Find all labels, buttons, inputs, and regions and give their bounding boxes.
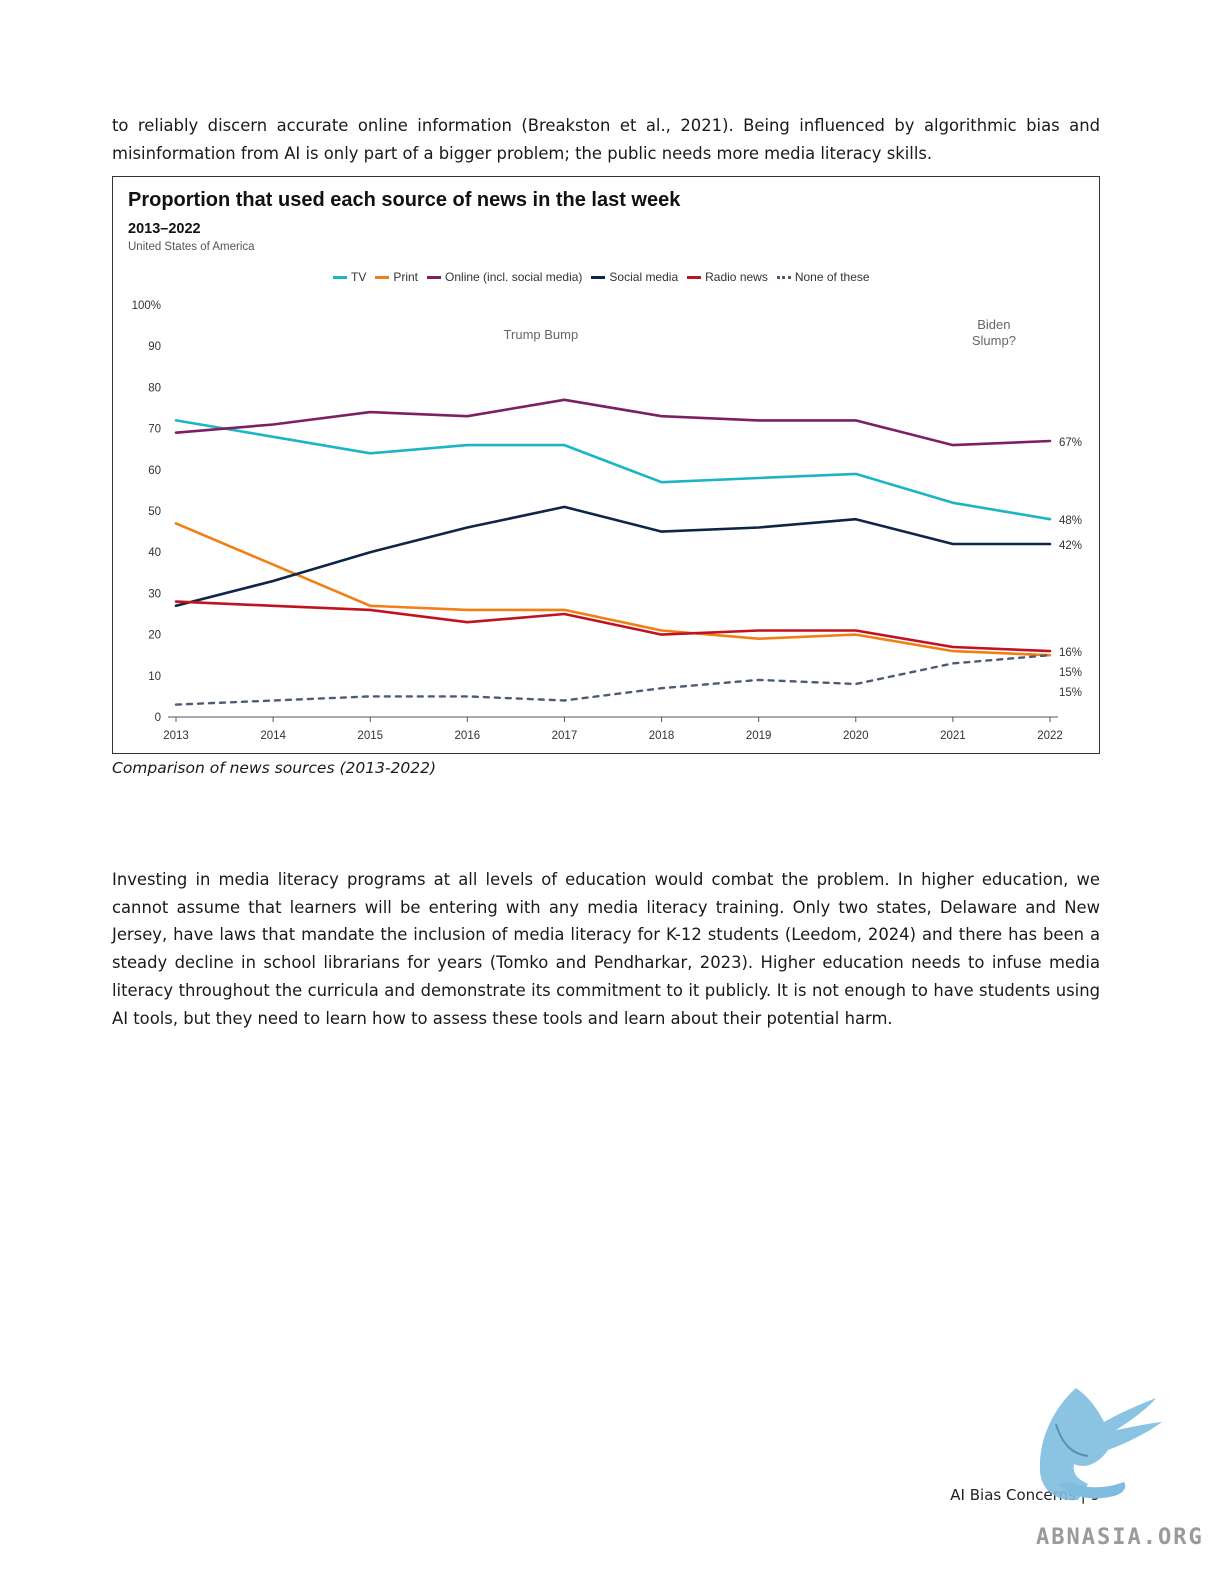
body-paragraph-bottom: Investing in media literacy programs at … [112, 870, 1100, 1028]
y-tick-label: 50 [148, 506, 161, 518]
series-end-label: 67% [1059, 437, 1082, 449]
annotation-biden-slump-line1: Biden [977, 317, 1010, 332]
y-tick-label: 20 [148, 630, 161, 642]
series-line-none-of-these [174, 654, 1052, 706]
legend-swatch [591, 275, 606, 279]
chart-legend: TV Print Online (incl. social media) Social… [333, 270, 870, 284]
griffin-logo-icon [1039, 1388, 1162, 1501]
chart-figure: Proportion that used each source of news… [112, 176, 1100, 754]
series-line-print [174, 522, 1052, 657]
series-end-label: 16% [1059, 647, 1082, 659]
figure-caption: Comparison of news sources (2013-2022) [112, 759, 437, 777]
legend-label: Social media [609, 270, 679, 284]
legend-label: Radio news [705, 270, 768, 284]
series-line-social-media [174, 505, 1052, 608]
series-end-label: 42% [1059, 540, 1082, 552]
legend-swatch [375, 275, 390, 279]
legend-item: Social media [591, 270, 678, 284]
x-tick-label: 2015 [357, 730, 383, 742]
series-end-label: 48% [1059, 515, 1082, 527]
series-line-online-incl-social-media [174, 398, 1052, 447]
y-tick-label: 90 [148, 341, 161, 353]
series-end-label: 15% [1059, 687, 1082, 699]
x-tick-label: 2019 [746, 730, 772, 742]
chart-title: Proportion that used each source of news… [128, 189, 681, 211]
y-tick-label: 70 [148, 424, 161, 436]
series-end-label: 15% [1059, 667, 1082, 679]
chart-subtitle: 2013–2022 [128, 221, 201, 237]
x-tick-label: 2021 [940, 730, 966, 742]
legend-swatch [776, 275, 791, 279]
legend-item: None of these [776, 270, 870, 284]
legend-item: Online (incl. social media) [427, 270, 582, 284]
y-tick-label: 30 [148, 588, 161, 600]
body-paragraph-top: to reliably discern accurate online info… [112, 116, 1100, 163]
legend-item: Radio news [687, 270, 768, 284]
annotation-biden-slump-line2: Slump? [972, 333, 1016, 348]
series-line-radio-news [174, 600, 1052, 653]
y-tick-label: 80 [148, 382, 161, 394]
legend-label: None of these [794, 270, 870, 284]
legend-label: TV [351, 270, 367, 284]
legend-swatch [333, 275, 347, 279]
x-tick-label: 2017 [552, 730, 578, 742]
x-tick-label: 2022 [1037, 730, 1063, 742]
watermark-text: ABNASIA.ORG [1036, 1525, 1204, 1550]
legend-label: Online (incl. social media) [445, 270, 583, 284]
line-chart: 0 10 20 30 40 50 60 70 80 90 100% 2013 2014 2015 2016 2… [132, 300, 1082, 742]
annotation-trump-bump: Trump Bump [504, 327, 579, 342]
x-tick-label: 2018 [649, 730, 675, 742]
y-tick-label: 40 [148, 547, 161, 559]
x-tick-label: 2014 [260, 730, 286, 742]
legend-item: Print [375, 270, 418, 284]
x-tick-label: 2013 [163, 730, 189, 742]
chart-region: United States of America [128, 241, 255, 253]
legend-item: TV [333, 270, 366, 284]
legend-swatch [687, 275, 702, 279]
y-tick-label: 10 [148, 671, 161, 683]
x-tick-label: 2016 [455, 730, 481, 742]
y-tick-label: 0 [155, 712, 161, 724]
y-tick-label: 60 [148, 465, 161, 477]
legend-label: Print [393, 270, 419, 284]
series-line-tv [174, 419, 1052, 521]
y-tick-label: 100% [132, 300, 161, 312]
legend-swatch [427, 275, 442, 279]
footer-title: AI Bias Concerns [950, 1486, 1076, 1504]
x-tick-label: 2020 [843, 730, 869, 742]
